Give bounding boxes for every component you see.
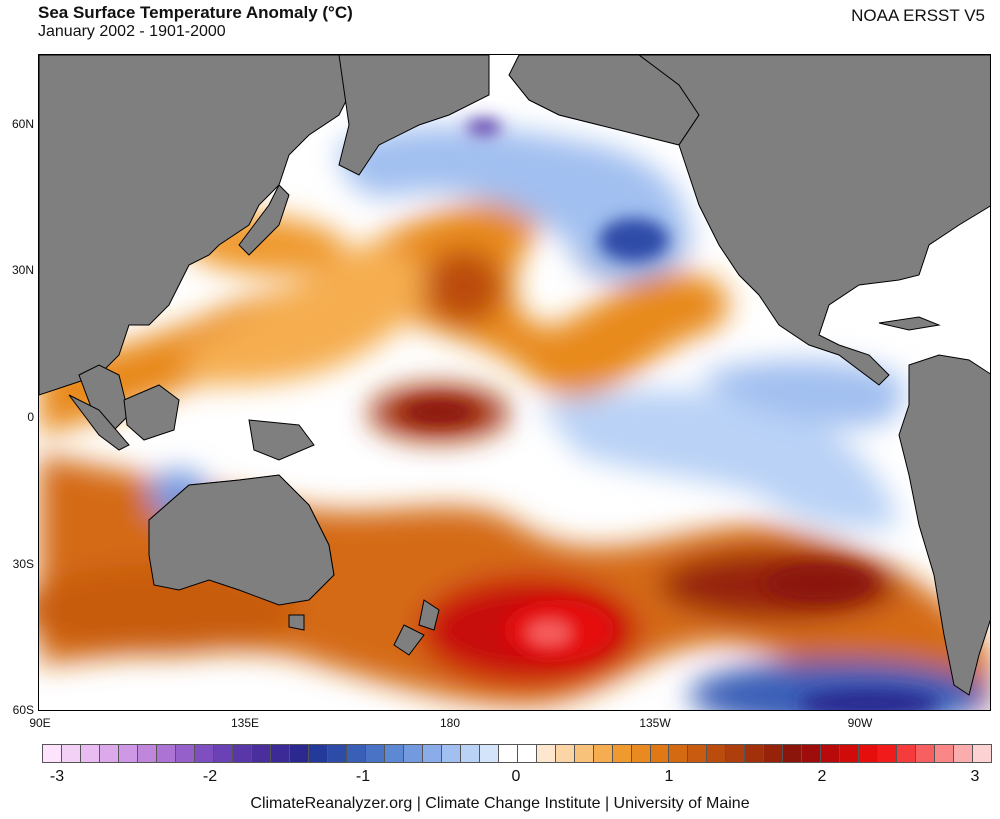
colorbar-swatch [592, 744, 613, 763]
colorbar-swatch [402, 744, 423, 763]
colorbar-tick: -1 [355, 768, 371, 785]
lat-label-30s: 30S [12, 557, 34, 571]
colorbar-swatch [801, 744, 822, 763]
lat-label-30n: 30N [11, 263, 34, 277]
lon-label-135w: 135W [639, 716, 671, 730]
colorbar [42, 744, 993, 763]
colorbar-swatch [535, 744, 556, 763]
coastlines [148, 74, 600, 601]
colorbar-tick: -3 [49, 768, 65, 785]
dataset-label: NOAA ERSST V5 [851, 6, 985, 25]
colorbar-swatch [554, 744, 575, 763]
colorbar-swatch [896, 744, 917, 763]
colorbar-swatch [269, 744, 290, 763]
colorbar-swatch [725, 744, 746, 763]
colorbar-swatch [649, 744, 670, 763]
colorbar-swatch [136, 744, 157, 763]
colorbar-swatch [174, 744, 195, 763]
colorbar-swatch [706, 744, 727, 763]
japan [238, 184, 290, 256]
colorbar-swatch [79, 744, 100, 763]
land [39, 55, 990, 696]
colorbar-swatch [345, 744, 366, 763]
lat-label-60s: 60S [12, 703, 34, 717]
colorbar-swatch [668, 744, 689, 763]
colorbar-swatch [326, 744, 347, 763]
colorbar-swatch [972, 744, 993, 763]
colorbar-swatch [364, 744, 385, 763]
colorbar-swatch [687, 744, 708, 763]
colorbar-tick: 2 [817, 768, 827, 785]
colorbar-swatch [155, 744, 176, 763]
colorbar-swatch [98, 744, 119, 763]
colorbar-swatch [288, 744, 309, 763]
colorbar-swatch [915, 744, 936, 763]
lon-label-135e: 135E [230, 716, 260, 730]
colorbar-swatch [42, 744, 62, 763]
colorbar-swatch [250, 744, 271, 763]
colorbar-swatch [212, 744, 233, 763]
south-america [898, 354, 990, 696]
colorbar-swatch [307, 744, 328, 763]
colorbar-swatch [193, 744, 214, 763]
colorbar-swatch [611, 744, 632, 763]
colorbar-swatch [421, 744, 442, 763]
chart-subtitle: January 2002 - 1901-2000 [38, 23, 226, 40]
colorbar-tick: 1 [664, 768, 674, 785]
colorbar-tick: -2 [202, 768, 218, 785]
colorbar-swatch [459, 744, 480, 763]
colorbar-swatch [516, 744, 537, 763]
colorbar-swatch [573, 744, 594, 763]
colorbar-swatch [478, 744, 499, 763]
colorbar-swatch [383, 744, 404, 763]
colorbar-swatch [858, 744, 879, 763]
chart-title: Sea Surface Temperature Anomaly (°C) [38, 3, 353, 22]
colorbar-swatch [231, 744, 252, 763]
colorbar-swatch [630, 744, 651, 763]
colorbar-swatch [744, 744, 765, 763]
lat-label-60n: 60N [11, 117, 34, 131]
colorbar-swatch [782, 744, 803, 763]
colorbar-swatch [934, 744, 955, 763]
colorbar-tick: 0 [511, 768, 521, 785]
colorbar-swatch [117, 744, 138, 763]
credit-line: ClimateReanalyzer.org | Climate Change I… [250, 795, 750, 812]
colorbar-swatch [440, 744, 461, 763]
colorbar-swatch [877, 744, 898, 763]
new-guinea [248, 419, 315, 461]
borneo [123, 384, 180, 441]
colorbar-swatch [60, 744, 81, 763]
colorbar-swatch [497, 744, 518, 763]
colorbar-swatch [839, 744, 860, 763]
colorbar-swatch [820, 744, 841, 763]
north-america [638, 55, 990, 386]
anomaly-cores [404, 119, 939, 710]
lon-label-90w: 90W [847, 716, 873, 730]
colorbar-swatch [953, 744, 974, 763]
lat-label-0: 0 [27, 410, 34, 424]
sst-anomaly-map [38, 54, 991, 711]
new-zealand [418, 599, 440, 631]
colorbar-swatch [763, 744, 784, 763]
colorbar-tick: 3 [970, 768, 980, 785]
lon-label-90e: 90E [29, 716, 51, 730]
lon-label-180: 180 [439, 716, 461, 730]
